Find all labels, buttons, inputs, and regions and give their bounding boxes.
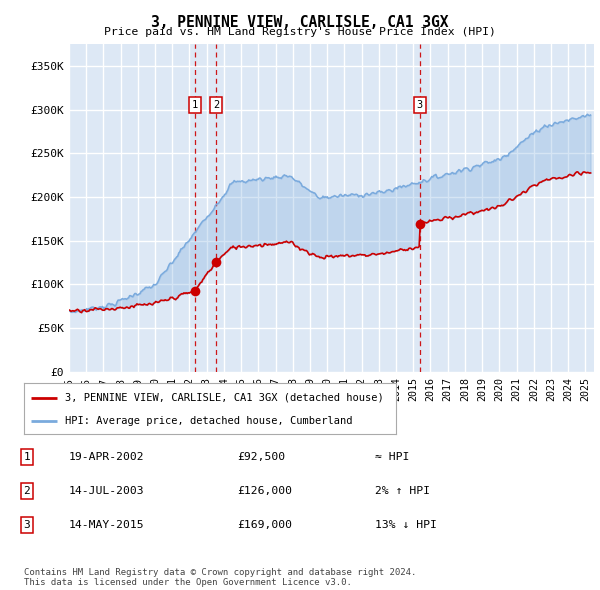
Text: 3: 3: [416, 100, 423, 110]
Text: 14-MAY-2015: 14-MAY-2015: [69, 520, 145, 530]
Text: £92,500: £92,500: [237, 453, 285, 462]
Text: £126,000: £126,000: [237, 486, 292, 496]
Text: ≈ HPI: ≈ HPI: [375, 453, 409, 462]
Text: 13% ↓ HPI: 13% ↓ HPI: [375, 520, 437, 530]
Text: 2: 2: [213, 100, 219, 110]
Text: 3, PENNINE VIEW, CARLISLE, CA1 3GX: 3, PENNINE VIEW, CARLISLE, CA1 3GX: [151, 15, 449, 30]
Text: 3, PENNINE VIEW, CARLISLE, CA1 3GX (detached house): 3, PENNINE VIEW, CARLISLE, CA1 3GX (deta…: [65, 392, 383, 402]
Text: 2: 2: [23, 486, 31, 496]
Text: 1: 1: [23, 453, 31, 462]
Text: 2% ↑ HPI: 2% ↑ HPI: [375, 486, 430, 496]
Text: HPI: Average price, detached house, Cumberland: HPI: Average price, detached house, Cumb…: [65, 416, 352, 426]
Text: £169,000: £169,000: [237, 520, 292, 530]
Text: 14-JUL-2003: 14-JUL-2003: [69, 486, 145, 496]
Text: 19-APR-2002: 19-APR-2002: [69, 453, 145, 462]
Text: 3: 3: [23, 520, 31, 530]
Text: Contains HM Land Registry data © Crown copyright and database right 2024.
This d: Contains HM Land Registry data © Crown c…: [24, 568, 416, 587]
Text: Price paid vs. HM Land Registry's House Price Index (HPI): Price paid vs. HM Land Registry's House …: [104, 27, 496, 37]
Text: 1: 1: [191, 100, 198, 110]
